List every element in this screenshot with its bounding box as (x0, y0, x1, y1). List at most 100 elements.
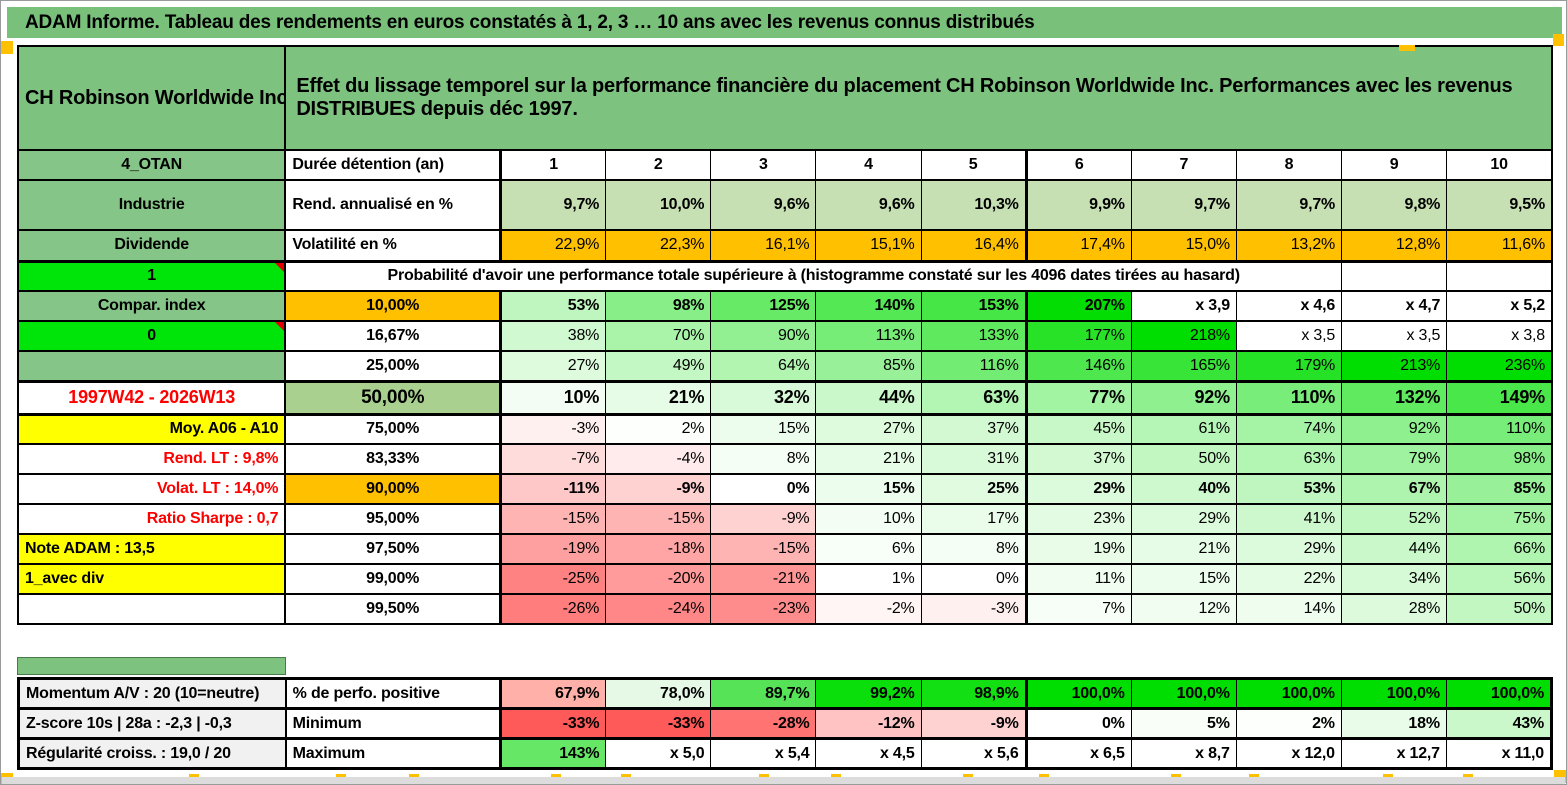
orange-dash (551, 774, 561, 778)
orange-dash (759, 774, 769, 778)
data-cell: x 4,7 (1341, 290, 1448, 322)
year-header-cell: 3 (710, 149, 817, 181)
row-label: Volat. LT : 14,0% (17, 473, 287, 505)
percentile-label: 10,00% (284, 290, 503, 322)
volatility-cell: 13,2% (1235, 229, 1343, 263)
data-cell: x 3,5 (1235, 320, 1343, 352)
data-cell: 177% (1025, 320, 1132, 352)
data-cell: -3% (500, 413, 607, 445)
volatility-cell: 12,8% (1341, 229, 1448, 263)
data-cell: 90% (710, 320, 817, 352)
data-cell: 79% (1341, 443, 1448, 475)
data-cell: 27% (500, 350, 607, 382)
volatility-cell: 15,0% (1130, 229, 1237, 263)
orange-dash (1249, 774, 1259, 778)
data-cell: 50% (1130, 443, 1237, 475)
orange-dash (409, 774, 419, 778)
data-cell: -15% (710, 533, 817, 565)
data-cell: -25% (500, 563, 607, 595)
data-cell: 34% (1341, 563, 1448, 595)
row-label (17, 593, 287, 625)
orange-marker (1553, 34, 1564, 46)
bottom-gray-strip (2, 777, 1565, 784)
volatility-cell: 16,4% (920, 229, 1028, 263)
data-cell: x 3,5 (1341, 320, 1448, 352)
data-cell: 19% (1025, 533, 1132, 565)
data-cell: 41% (1235, 503, 1343, 535)
data-cell: 38% (500, 320, 607, 352)
orange-marker (1399, 45, 1415, 51)
stat-cell: -9% (920, 708, 1028, 740)
data-cell: -11% (500, 473, 607, 505)
flag-cell: 1 (17, 260, 287, 292)
table-description: Effet du lissage temporel sur la perform… (284, 45, 1553, 151)
orange-dash (1171, 774, 1181, 778)
stat-cell: 100,0% (1235, 678, 1342, 710)
data-cell: -20% (605, 563, 712, 595)
data-cell: 21% (1130, 533, 1237, 565)
data-cell: 52% (1341, 503, 1448, 535)
year-header-cell: 10 (1446, 149, 1553, 181)
data-cell: 15% (710, 413, 817, 445)
row-label: Rend. LT : 9,8% (17, 443, 287, 475)
data-cell: 32% (710, 379, 817, 416)
data-cell: 63% (1235, 443, 1343, 475)
data-cell: 146% (1025, 350, 1132, 382)
year-header-cell: 4 (815, 149, 922, 181)
orange-dash (1463, 774, 1473, 778)
percentile-label: 99,50% (284, 593, 503, 625)
year-header-cell: 5 (920, 149, 1028, 181)
data-cell: 66% (1446, 533, 1553, 565)
data-cell: 44% (1341, 533, 1448, 565)
year-header-cell: 7 (1130, 149, 1237, 181)
data-cell: 149% (1446, 379, 1553, 416)
page-title: ADAM Informe. Tableau des rendements en … (25, 11, 1035, 33)
stat-cell: 100,0% (1025, 678, 1132, 710)
annualized-cell: 9,7% (500, 179, 607, 231)
stat-cell: x 6,5 (1025, 738, 1132, 770)
stat-cell: 100,0% (1130, 678, 1237, 710)
data-cell: 63% (920, 379, 1028, 416)
stat-cell: 18% (1340, 708, 1447, 740)
annualized-cell: 9,9% (1025, 179, 1132, 231)
data-cell: 15% (1130, 563, 1237, 595)
green-spacer-bar (17, 657, 286, 675)
percentile-label: 25,00% (284, 350, 503, 382)
data-cell: -9% (605, 473, 712, 505)
stat-cell: 89,7% (710, 678, 817, 710)
data-cell: 1% (815, 563, 922, 595)
data-cell: 0% (920, 563, 1028, 595)
data-cell: 0% (710, 473, 817, 505)
row-label: 1_avec div (17, 563, 287, 595)
data-cell: 179% (1235, 350, 1343, 382)
data-cell: 40% (1130, 473, 1237, 505)
orange-dash (336, 774, 346, 778)
data-cell: -23% (710, 593, 817, 625)
data-cell: 53% (500, 290, 607, 322)
data-cell: 67% (1341, 473, 1448, 505)
data-cell: 10% (500, 379, 607, 416)
orange-dash (621, 774, 631, 778)
data-cell: 8% (710, 443, 817, 475)
stat-label: Z-score 10s | 28a : -2,3 | -0,3 (17, 708, 287, 740)
data-cell: x 3,9 (1130, 290, 1237, 322)
stat-cell: 67,9% (500, 678, 607, 710)
data-cell: 85% (815, 350, 922, 382)
stat-cell: x 4,5 (815, 738, 922, 770)
data-cell: 12% (1130, 593, 1237, 625)
data-cell: 29% (1025, 473, 1132, 505)
data-cell: 140% (815, 290, 922, 322)
data-cell: 110% (1235, 379, 1343, 416)
stat-cell: x 12,0 (1235, 738, 1342, 770)
data-cell: 92% (1341, 413, 1448, 445)
data-cell: 116% (920, 350, 1028, 382)
data-cell: -19% (500, 533, 607, 565)
data-cell: -18% (605, 533, 712, 565)
percentile-label: 99,00% (284, 563, 503, 595)
data-cell: 98% (605, 290, 712, 322)
stat-cell: -12% (815, 708, 922, 740)
stat-cell: 98,9% (920, 678, 1028, 710)
duration-label: Durée détention (an) (284, 149, 503, 181)
data-cell: 6% (815, 533, 922, 565)
row-label: Dividende (17, 229, 287, 263)
